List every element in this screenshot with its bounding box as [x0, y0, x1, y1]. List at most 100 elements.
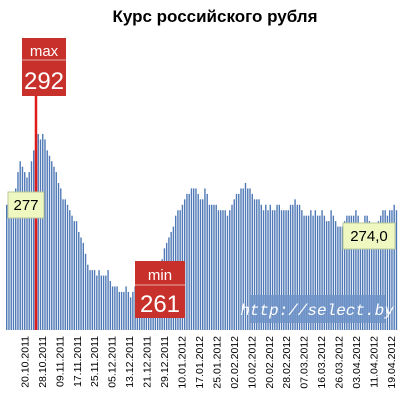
- bar: [215, 204, 217, 330]
- bar: [289, 204, 292, 330]
- bar: [123, 291, 125, 330]
- x-tick-label: 10.02.2012: [246, 336, 258, 389]
- bar: [116, 286, 118, 330]
- bar: [269, 204, 271, 330]
- x-tick-label: 07.03.2012: [299, 336, 311, 389]
- bar: [305, 215, 308, 330]
- start-value-label: 277: [7, 191, 45, 219]
- bar: [368, 221, 371, 330]
- bar: [96, 275, 98, 330]
- bar: [98, 270, 100, 330]
- bar: [312, 215, 314, 330]
- end-value-label: 274,0: [342, 222, 396, 250]
- bar: [375, 226, 377, 330]
- bar: [260, 204, 262, 330]
- bar: [84, 253, 87, 330]
- bar: [330, 210, 332, 330]
- bar: [316, 215, 319, 330]
- bar: [348, 215, 350, 330]
- bar: [341, 226, 344, 330]
- bar: [69, 210, 71, 330]
- bar: [258, 199, 260, 330]
- bar: [10, 210, 12, 330]
- x-tick-label: 25.01.2012: [211, 336, 223, 389]
- start-value: 277: [13, 197, 38, 214]
- bar: [235, 193, 238, 330]
- bar: [352, 215, 355, 330]
- bar: [202, 199, 204, 330]
- start-value-box: [7, 191, 45, 219]
- bar: [238, 193, 240, 330]
- bar: [199, 199, 202, 330]
- max-callout: max 292: [22, 38, 66, 96]
- bar: [220, 210, 222, 330]
- bar: [253, 199, 256, 330]
- min-callout: min 261: [135, 261, 185, 318]
- bar: [337, 226, 339, 330]
- bar: [332, 215, 335, 330]
- min-word: min: [148, 267, 172, 284]
- bar: [395, 210, 398, 330]
- bar: [114, 286, 116, 330]
- bar: [321, 210, 323, 330]
- bar: [294, 199, 296, 330]
- bar: [197, 193, 199, 330]
- bar: [127, 291, 130, 330]
- bar: [37, 134, 39, 330]
- x-tick-label: 05.12.2011: [107, 336, 119, 388]
- bar: [91, 270, 94, 330]
- bar: [30, 161, 33, 330]
- bar: [301, 210, 303, 330]
- x-tick-label: 25.11.2011: [89, 336, 101, 387]
- bar: [206, 193, 208, 330]
- bar: [377, 221, 380, 330]
- bar: [292, 204, 294, 330]
- bar: [186, 193, 188, 330]
- x-tick-label: 02.02.2012: [229, 336, 241, 389]
- x-tick-label: 21.12.2011: [142, 336, 154, 388]
- x-tick-labels: 20.10.2011 28.10.2011 09.11.2011 17.11.2011…: [19, 336, 398, 389]
- min-value: 261: [140, 291, 180, 318]
- bar: [262, 210, 265, 330]
- bar: [51, 161, 53, 330]
- bar: [8, 210, 10, 330]
- bar: [190, 188, 193, 330]
- bar: [82, 242, 84, 330]
- bar: [242, 188, 244, 330]
- bar: [334, 221, 337, 330]
- bar: [391, 210, 393, 330]
- x-tick-label: 28.02.2012: [281, 336, 293, 389]
- bar: [307, 215, 310, 330]
- x-tick-label: 13.12.2011: [124, 336, 136, 388]
- end-value-box: [342, 222, 396, 250]
- bar: [278, 204, 280, 330]
- bar: [217, 210, 220, 330]
- bar: [111, 286, 114, 330]
- bar: [373, 226, 375, 330]
- bar: [211, 204, 213, 330]
- min-callout-box: [135, 261, 185, 318]
- bar: [48, 155, 51, 330]
- bar: [57, 183, 60, 330]
- bar: [102, 275, 105, 330]
- bar: [303, 215, 305, 330]
- bar: [247, 188, 249, 330]
- bar: [188, 193, 190, 330]
- bar: [274, 210, 276, 330]
- bar: [386, 215, 389, 330]
- bar: [93, 270, 96, 330]
- bar: [287, 210, 290, 330]
- bar: [62, 199, 64, 330]
- bar: [118, 291, 121, 330]
- bar: [105, 275, 107, 330]
- bar: [276, 204, 278, 330]
- max-callout-box: [22, 38, 66, 96]
- watermark-bg: [250, 295, 385, 323]
- bar: [267, 210, 269, 330]
- bar: [107, 270, 109, 330]
- x-tick-label: 28.10.2011: [37, 336, 49, 388]
- bar: [361, 226, 364, 330]
- bar: [195, 188, 197, 330]
- bar: [24, 172, 26, 330]
